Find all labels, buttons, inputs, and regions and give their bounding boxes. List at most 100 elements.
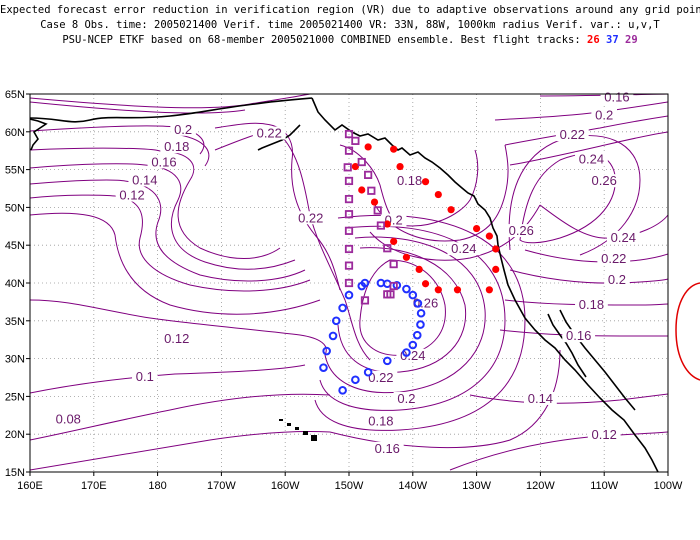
contour-line bbox=[508, 135, 641, 256]
track-37-marker bbox=[412, 330, 422, 340]
contour-line bbox=[314, 214, 526, 431]
track-26-marker bbox=[383, 220, 391, 228]
track-29-marker bbox=[364, 170, 373, 179]
track-26-marker bbox=[485, 286, 493, 294]
contour-label: 0.16 bbox=[151, 154, 176, 169]
lat-tick-label: 25N bbox=[5, 391, 25, 403]
contour-label: 0.22 bbox=[368, 370, 393, 385]
contour-label: 0.18 bbox=[397, 173, 422, 188]
track-label-26: 26 bbox=[587, 34, 600, 46]
island bbox=[311, 435, 317, 441]
contour-label-bg bbox=[147, 155, 181, 169]
contour-label: 0.24 bbox=[611, 230, 636, 245]
contour-line bbox=[30, 125, 176, 132]
contour-label-bg bbox=[170, 122, 196, 136]
coastline-alaska-south bbox=[30, 97, 313, 123]
graticule bbox=[30, 94, 668, 472]
track-37-marker bbox=[360, 278, 370, 288]
track-37-marker bbox=[331, 316, 341, 326]
contour-label: 0.12 bbox=[164, 331, 189, 346]
contour-line bbox=[30, 194, 116, 199]
contour-line bbox=[214, 122, 266, 129]
contour-label-bg bbox=[364, 370, 398, 384]
lat-tick-label: 15N bbox=[5, 467, 25, 479]
track-29-marker bbox=[343, 163, 352, 172]
contour-label: 0.16 bbox=[604, 89, 629, 104]
contour-label: 0.1 bbox=[136, 369, 154, 384]
track-26-marker bbox=[492, 245, 500, 253]
track-37-marker bbox=[402, 348, 411, 357]
track-37-marker bbox=[338, 386, 347, 395]
contour-line bbox=[509, 269, 668, 284]
title-line-3-text: PSU-NCEP ETKF based on 68-member 2005021… bbox=[62, 34, 581, 46]
lon-tick-label: 110W bbox=[590, 480, 619, 492]
contour-line bbox=[159, 150, 281, 259]
track-37-marker bbox=[338, 303, 347, 313]
track-29-marker bbox=[376, 221, 386, 230]
hawaii-islands bbox=[279, 419, 317, 441]
contour-line bbox=[30, 147, 161, 152]
track-29-marker bbox=[351, 136, 360, 145]
lon-tick-label: 130W bbox=[462, 480, 491, 492]
track-37-marker bbox=[382, 356, 392, 366]
contour-label-bg bbox=[294, 211, 328, 225]
track-37-marker bbox=[408, 340, 418, 350]
contour-line bbox=[30, 94, 311, 109]
contour-label-bg bbox=[447, 242, 481, 256]
lat-tick-label: 65N bbox=[5, 89, 25, 101]
contour-line bbox=[274, 129, 371, 361]
track-26-marker bbox=[434, 286, 442, 294]
track-37-marker bbox=[363, 367, 373, 377]
contour-line bbox=[30, 393, 331, 441]
contour-label-bg bbox=[51, 412, 85, 426]
lat-tick-label: 45N bbox=[5, 240, 25, 252]
contour-label-bg bbox=[524, 391, 557, 405]
contour-line bbox=[114, 195, 311, 292]
contour-label-bg bbox=[160, 140, 194, 154]
contour-line bbox=[494, 101, 668, 121]
track-29-marker bbox=[344, 194, 354, 204]
track-26-marker bbox=[402, 253, 411, 261]
track-37-marker bbox=[328, 331, 338, 341]
lat-tick-label: 60N bbox=[5, 127, 25, 139]
title-line-3: PSU-NCEP ETKF based on 68-member 2005021… bbox=[0, 34, 700, 46]
lat-tick-label: 55N bbox=[5, 165, 25, 177]
contour-label-bg bbox=[606, 230, 640, 244]
lon-tick-label: 160W bbox=[271, 480, 300, 492]
contour-label: 0.18 bbox=[579, 297, 604, 312]
track-29-marker bbox=[344, 244, 354, 254]
track-29-marker bbox=[344, 261, 354, 270]
coastline-mexico-west bbox=[559, 309, 636, 411]
contour-label-bg bbox=[555, 128, 589, 142]
track-29-marker bbox=[389, 281, 398, 291]
axes: 15N 20N 25N 30N 35N 40N 45N 50N 55N 60N 65N 160E 170… bbox=[5, 89, 683, 492]
contour-label-bg bbox=[160, 332, 194, 346]
island bbox=[279, 419, 283, 421]
contour-line bbox=[337, 247, 467, 373]
contour-line bbox=[30, 364, 306, 394]
coastline-kamchatka bbox=[30, 118, 48, 151]
track-26-marker bbox=[421, 280, 430, 288]
lat-tick-label: 50N bbox=[5, 202, 25, 214]
track-29-marker bbox=[383, 244, 392, 253]
lat-tick-label: 40N bbox=[5, 278, 25, 290]
lat-tick-label: 35N bbox=[5, 316, 25, 328]
contour-line bbox=[30, 163, 146, 169]
flight-tracks bbox=[319, 129, 500, 395]
contour-line bbox=[30, 179, 126, 185]
contour-label: 0.22 bbox=[298, 210, 323, 225]
lon-tick-label: 180 bbox=[148, 480, 166, 492]
track-26-marker bbox=[415, 265, 423, 273]
track-29-marker bbox=[357, 157, 366, 167]
track-26-marker bbox=[434, 190, 442, 199]
track-37-marker bbox=[322, 346, 331, 356]
lon-tick-label: 100W bbox=[654, 480, 683, 492]
contour-line bbox=[179, 134, 210, 167]
track-37-marker bbox=[416, 308, 426, 318]
contour-label-bg bbox=[604, 273, 630, 287]
track-29-marker bbox=[344, 226, 354, 235]
contour-label-bg bbox=[597, 252, 631, 266]
contour-label-bg bbox=[115, 188, 149, 202]
contour-label-bg bbox=[132, 370, 158, 384]
